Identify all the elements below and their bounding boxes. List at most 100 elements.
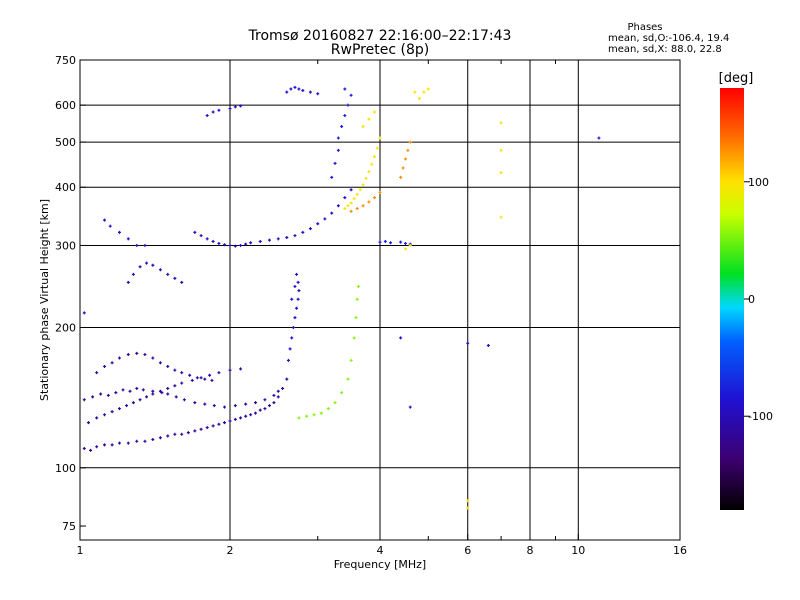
data-point xyxy=(295,306,299,310)
data-point xyxy=(166,272,170,276)
data-point xyxy=(364,176,368,180)
data-point xyxy=(349,209,353,213)
data-point xyxy=(151,389,155,393)
data-point xyxy=(239,104,243,108)
data-point xyxy=(233,404,237,408)
data-point xyxy=(205,237,209,241)
data-point xyxy=(466,499,470,503)
chart-subtitle: RwPretec (8p) xyxy=(331,42,429,58)
data-point xyxy=(233,244,237,248)
data-point xyxy=(143,243,147,247)
data-point xyxy=(82,311,86,315)
data-point xyxy=(296,280,300,284)
data-point xyxy=(126,280,130,284)
data-point xyxy=(193,429,197,433)
x-tick-label: 16 xyxy=(673,544,687,557)
y-tick-label: 300 xyxy=(55,239,76,252)
data-point xyxy=(138,265,142,269)
data-point xyxy=(223,405,227,409)
data-point xyxy=(249,413,253,417)
colorbar-ticks: 100 0 -100 xyxy=(744,176,773,423)
x-axis: 1 2 4 6 8 10 16 xyxy=(77,60,687,557)
data-point xyxy=(301,230,305,234)
data-point xyxy=(253,411,257,415)
data-point xyxy=(499,148,503,152)
data-point xyxy=(203,402,207,406)
y-tick-label: 100 xyxy=(55,462,76,475)
grid xyxy=(80,60,680,540)
data-point xyxy=(110,443,114,447)
data-point xyxy=(121,388,125,392)
data-point xyxy=(285,236,289,240)
data-point xyxy=(399,336,403,340)
data-point xyxy=(285,90,289,94)
data-point xyxy=(173,276,177,280)
data-point xyxy=(208,373,212,377)
data-point xyxy=(406,148,410,152)
y-tick-label: 500 xyxy=(55,136,76,149)
data-point xyxy=(263,407,267,411)
data-point xyxy=(422,90,426,94)
data-point xyxy=(336,148,340,152)
y-axis: 75 100 200 300 400 500 600 750 xyxy=(55,54,86,533)
data-point xyxy=(117,356,121,360)
data-point xyxy=(293,85,297,89)
data-point xyxy=(367,170,371,174)
data-point xyxy=(352,197,356,201)
data-point xyxy=(378,240,382,244)
data-point xyxy=(135,351,139,355)
data-point xyxy=(330,175,334,179)
data-point xyxy=(258,408,262,412)
data-points xyxy=(82,85,601,510)
data-point xyxy=(356,284,360,288)
data-point xyxy=(286,358,290,362)
data-point xyxy=(308,90,312,94)
data-point xyxy=(316,92,320,96)
data-point xyxy=(349,201,353,205)
data-point xyxy=(466,506,470,510)
data-point xyxy=(401,166,405,170)
data-point xyxy=(211,239,215,243)
data-point xyxy=(166,392,170,396)
x-tick-label: 4 xyxy=(377,544,384,557)
data-point xyxy=(383,239,387,243)
data-point xyxy=(346,103,350,107)
data-point xyxy=(297,416,301,420)
x-tick-label: 6 xyxy=(464,544,471,557)
data-point xyxy=(336,136,340,140)
data-point xyxy=(228,368,232,372)
data-point xyxy=(373,196,377,200)
data-point xyxy=(89,448,93,452)
data-point xyxy=(126,441,130,445)
data-point xyxy=(108,224,112,228)
data-point xyxy=(293,316,297,320)
data-point xyxy=(301,89,305,93)
data-point xyxy=(217,422,221,426)
data-point xyxy=(403,241,407,245)
data-point xyxy=(117,230,121,234)
colorbar-label: [deg] xyxy=(719,71,754,86)
data-point xyxy=(293,284,297,288)
stats-line-x: mean, sd,X: 88.0, 22.8 xyxy=(608,44,722,55)
data-point xyxy=(110,361,114,365)
data-point xyxy=(228,243,232,247)
data-point xyxy=(375,146,379,150)
x-tick-label: 8 xyxy=(527,544,534,557)
data-point xyxy=(151,438,155,442)
data-point xyxy=(106,393,110,397)
data-point xyxy=(211,110,215,114)
data-point xyxy=(296,297,300,301)
data-point xyxy=(203,377,207,381)
data-point xyxy=(358,188,362,192)
data-point xyxy=(336,204,340,208)
data-point xyxy=(223,421,227,425)
data-point xyxy=(349,93,353,97)
data-point xyxy=(389,241,393,245)
data-point xyxy=(276,237,280,241)
data-point xyxy=(95,445,99,449)
data-point xyxy=(413,90,417,94)
data-point xyxy=(103,364,107,368)
data-point xyxy=(186,431,190,435)
data-point xyxy=(173,368,177,372)
stats-line-o: mean, sd,O:-106.4, 19.4 xyxy=(608,33,729,44)
